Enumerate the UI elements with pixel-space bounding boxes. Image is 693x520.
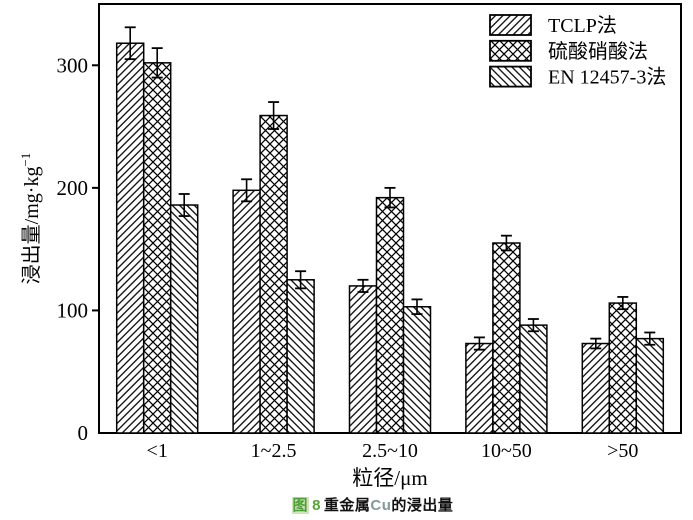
legend-label: EN 12457-3法 (548, 66, 666, 89)
x-tick-label: 10~50 (481, 440, 532, 462)
bar (232, 189, 261, 434)
x-tick-label: 2.5~10 (362, 440, 418, 462)
bar (375, 196, 405, 434)
caption-figure-marker: 图 (291, 497, 310, 514)
y-tick-label: 300 (57, 53, 89, 77)
bar (492, 242, 521, 434)
x-tick-label: <1 (147, 440, 168, 462)
bar (348, 285, 378, 434)
bar (259, 114, 288, 434)
y-tick-label: 200 (57, 176, 89, 200)
x-tick-label: 1~2.5 (251, 440, 297, 462)
y-axis-title: 浸出量/mg·kg−1 (18, 153, 43, 285)
legend-swatch (489, 39, 532, 62)
y-tick-label: 100 (57, 298, 89, 322)
bar (635, 337, 665, 434)
legend-swatch (489, 65, 532, 88)
legend-swatch (489, 14, 532, 36)
bar (169, 204, 199, 434)
caption-text-before: 重金属 (323, 497, 371, 514)
bar-chart: 0 100 200 300 <1 1~2.5 2.5~10 10~50 >50 粒径/μm 浸出量/… (18, 3, 682, 490)
bar (581, 342, 611, 434)
caption-figure-number: 8 (312, 497, 321, 514)
bar (608, 302, 638, 434)
legend-label: 硫酸硝酸法 (548, 40, 648, 63)
y-tick-label: 0 (78, 421, 89, 445)
bar (142, 62, 172, 434)
caption-element-symbol: Cu (370, 497, 392, 514)
x-axis-title: 粒径/μm (352, 466, 427, 490)
x-tick-label: >50 (607, 440, 638, 462)
caption-text-after: 的浸出量 (391, 497, 454, 514)
bar (115, 42, 145, 434)
figure-caption: 图 8 重金属Cu的浸出量 (26, 496, 693, 516)
bar (402, 306, 432, 434)
bar (519, 324, 548, 434)
legend-label: TCLP法 (548, 14, 617, 37)
bar (286, 279, 315, 434)
bar (465, 342, 494, 434)
